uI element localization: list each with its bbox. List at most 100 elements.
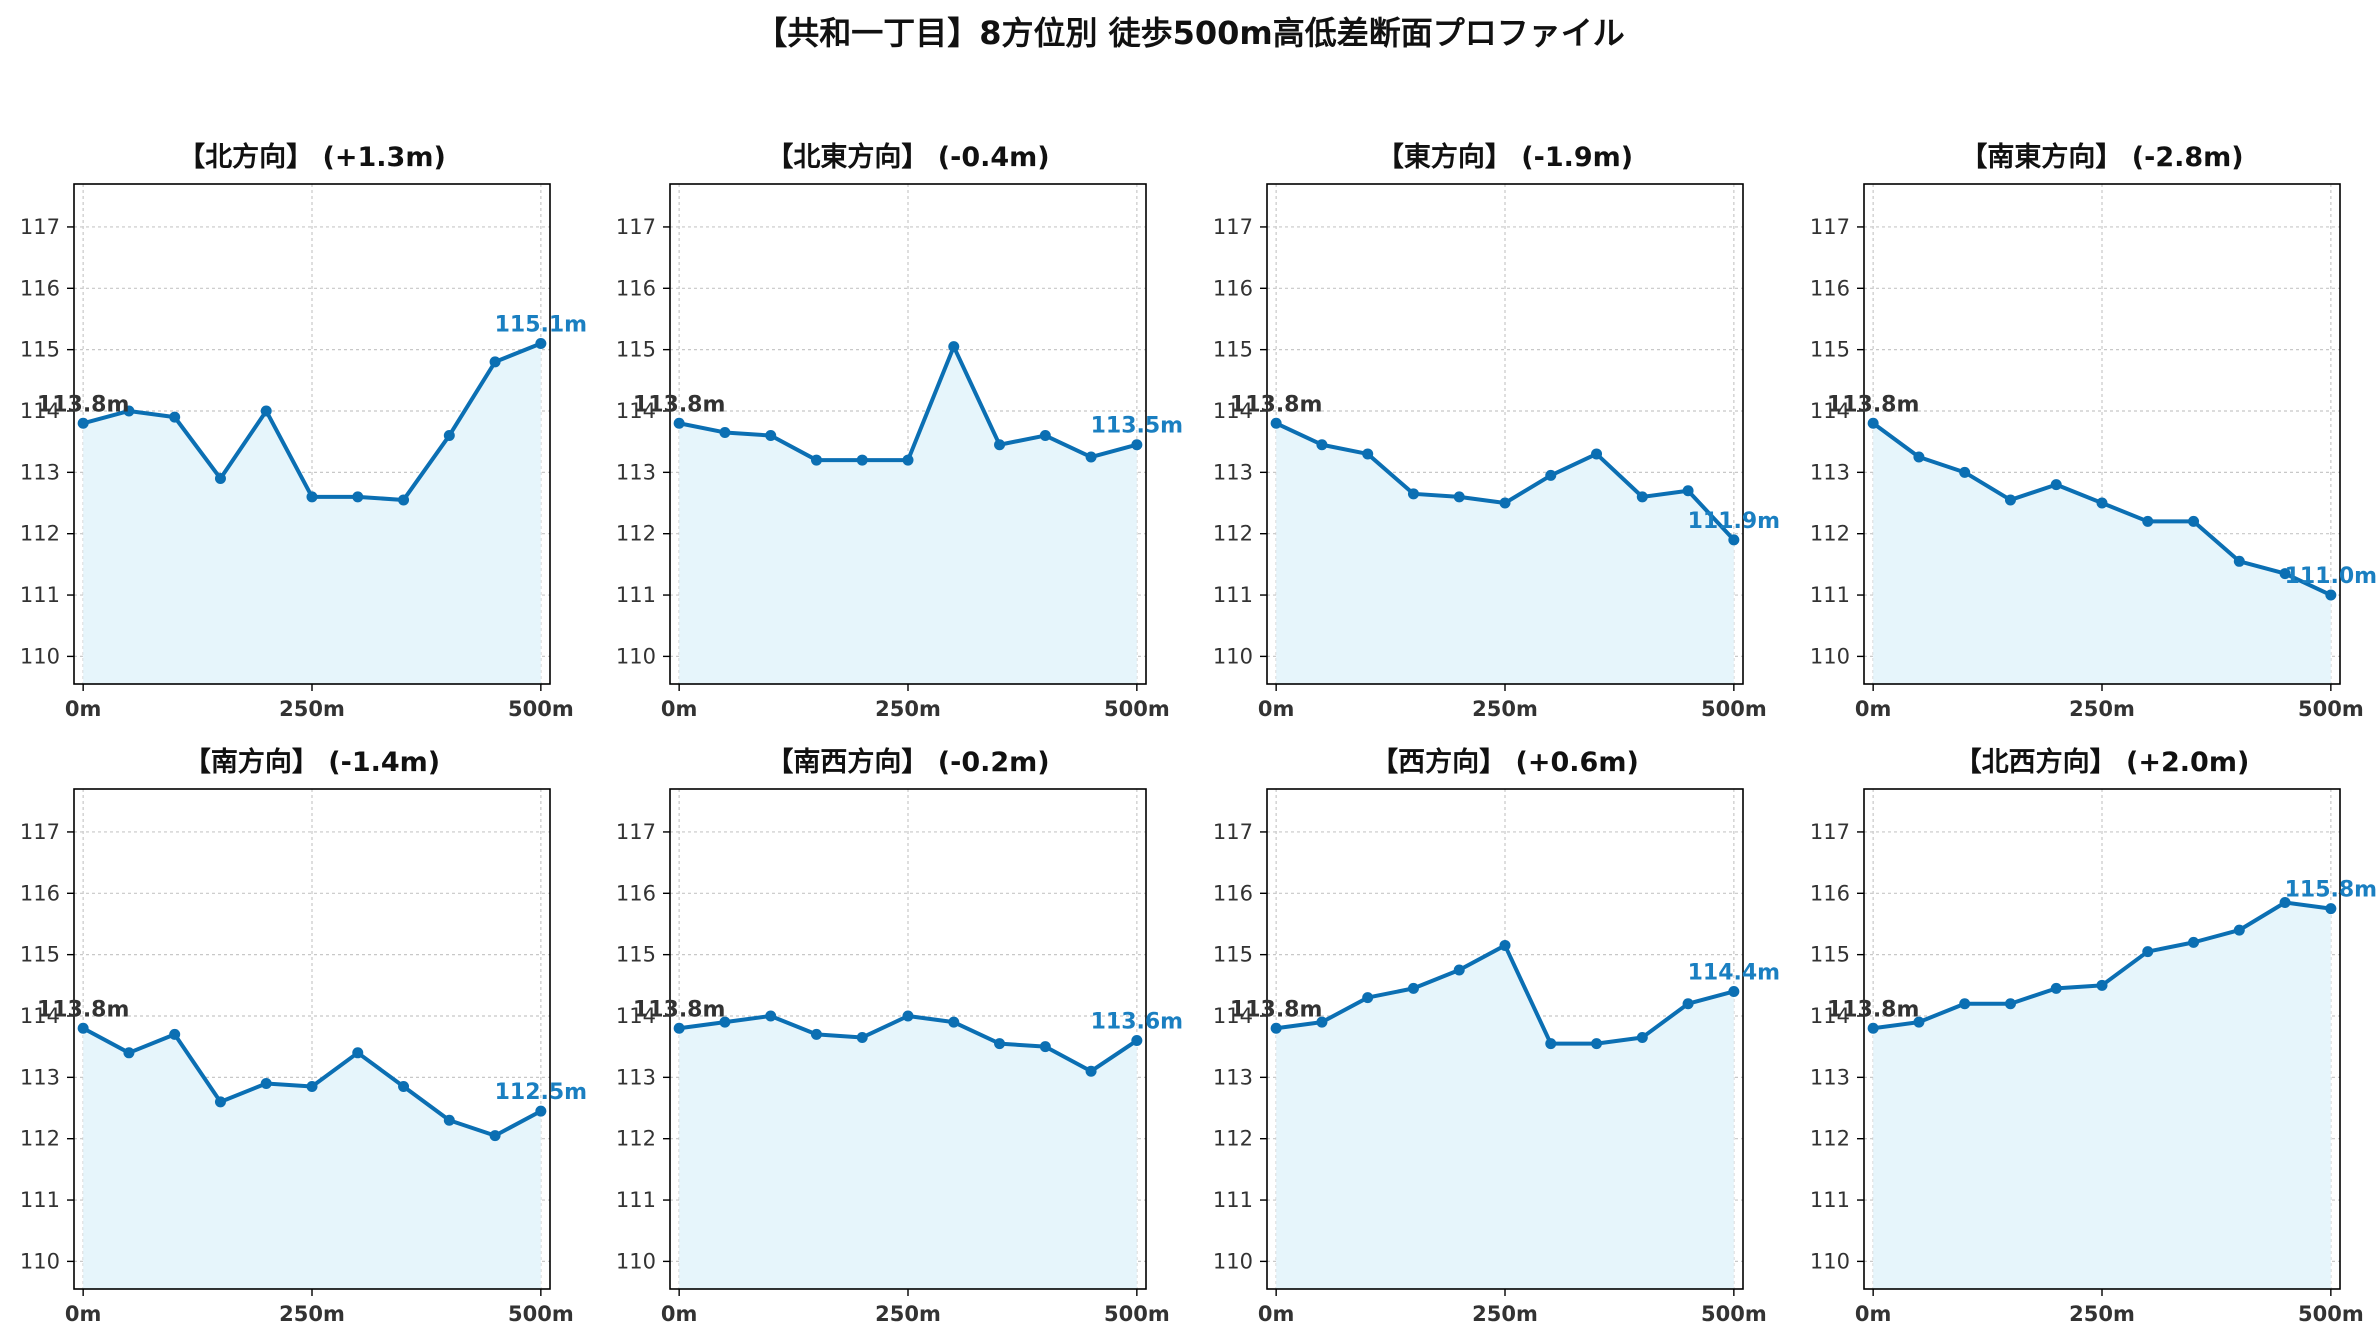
x-tick-label: 500m xyxy=(1701,697,1767,721)
y-tick-label: 114 xyxy=(616,1004,656,1028)
area-fill xyxy=(83,1028,541,1289)
y-tick-label: 112 xyxy=(1213,1127,1253,1151)
y-tick-label: 116 xyxy=(616,276,656,300)
data-point xyxy=(765,1010,777,1022)
y-tick-label: 110 xyxy=(1810,644,1850,668)
data-point xyxy=(1591,448,1603,460)
y-tick-label: 115 xyxy=(1810,943,1850,967)
data-point xyxy=(1085,1065,1097,1077)
y-tick-label: 116 xyxy=(1213,276,1253,300)
data-point xyxy=(535,1105,547,1117)
panel-7: 【北西方向】 (+2.0m) 110 111 112 113 114 115 116 117 0m… xyxy=(1810,746,2377,1326)
y-tick-label: 116 xyxy=(1810,276,1850,300)
y-tick-label: 116 xyxy=(1810,881,1850,905)
data-point xyxy=(260,405,272,417)
data-point xyxy=(1545,1038,1557,1050)
y-tick-label: 113 xyxy=(616,1065,656,1089)
end-elevation-label: 113.5m xyxy=(1091,414,1184,439)
x-tick-label: 500m xyxy=(2298,697,2364,721)
y-tick-label: 112 xyxy=(20,522,60,546)
y-tick-label: 117 xyxy=(1810,215,1850,239)
start-elevation-label: 113.8m xyxy=(633,392,726,417)
x-tick-label: 250m xyxy=(1472,697,1538,721)
start-elevation-label: 113.8m xyxy=(37,997,130,1022)
y-tick-label: 116 xyxy=(1213,881,1253,905)
y-tick-label: 114 xyxy=(20,1004,60,1028)
data-point xyxy=(2188,515,2200,527)
panel-title: 【南東方向】 (-2.8m) xyxy=(1960,141,2243,173)
data-point xyxy=(443,1114,455,1126)
data-point xyxy=(765,430,777,442)
y-tick-label: 113 xyxy=(1213,460,1253,484)
panel-6: 【西方向】 (+0.6m) 110 111 112 113 114 115 116 117 0m 2… xyxy=(1213,746,1780,1326)
data-point xyxy=(1270,1022,1282,1034)
end-elevation-label: 112.5m xyxy=(495,1080,588,1105)
y-tick-label: 114 xyxy=(616,399,656,423)
y-tick-label: 113 xyxy=(616,460,656,484)
data-point xyxy=(2279,568,2291,580)
x-tick-label: 250m xyxy=(875,697,941,721)
data-point xyxy=(1499,497,1511,509)
data-point xyxy=(443,430,455,442)
data-point xyxy=(1407,982,1419,994)
y-tick-label: 117 xyxy=(1213,215,1253,239)
y-tick-label: 117 xyxy=(1810,820,1850,844)
y-tick-label: 111 xyxy=(1213,1188,1253,1212)
data-point xyxy=(306,1081,318,1093)
y-tick-label: 117 xyxy=(20,820,60,844)
start-elevation-label: 113.8m xyxy=(37,392,130,417)
data-point xyxy=(1131,1035,1143,1047)
start-elevation-label: 113.8m xyxy=(1827,392,1920,417)
area-fill xyxy=(1276,945,1734,1289)
x-tick-label: 0m xyxy=(1258,697,1295,721)
y-tick-label: 110 xyxy=(20,1249,60,1273)
data-point xyxy=(1636,1031,1648,1043)
panel-title: 【東方向】 (-1.9m) xyxy=(1377,141,1633,173)
panels: 【北方向】 (+1.3m) 110 111 112 113 114 115 116 117 0m 2… xyxy=(20,141,2377,1326)
x-tick-label: 0m xyxy=(1258,1302,1295,1326)
y-tick-label: 113 xyxy=(1810,1065,1850,1089)
data-point xyxy=(1959,998,1971,1010)
data-point xyxy=(1316,439,1328,451)
y-tick-label: 117 xyxy=(616,215,656,239)
x-tick-label: 500m xyxy=(1104,697,1170,721)
y-tick-label: 110 xyxy=(1213,644,1253,668)
data-point xyxy=(1913,1016,1925,1028)
data-point xyxy=(214,1096,226,1108)
panel-5: 【南西方向】 (-0.2m) 110 111 112 113 114 115 116 117 0m… xyxy=(616,746,1183,1326)
data-point xyxy=(948,1016,960,1028)
panel-3: 【南東方向】 (-2.8m) 110 111 112 113 114 115 116 117 0m… xyxy=(1810,141,2377,721)
data-point xyxy=(77,1022,89,1034)
end-elevation-label: 115.1m xyxy=(495,313,588,338)
data-point xyxy=(77,417,89,429)
data-point xyxy=(1039,430,1051,442)
y-tick-label: 110 xyxy=(616,644,656,668)
y-tick-label: 114 xyxy=(20,399,60,423)
data-point xyxy=(1407,488,1419,500)
data-point xyxy=(2142,515,2154,527)
panel-title: 【北東方向】 (-0.4m) xyxy=(766,141,1049,173)
area-fill xyxy=(679,346,1137,684)
x-tick-label: 250m xyxy=(1472,1302,1538,1326)
y-tick-label: 116 xyxy=(20,881,60,905)
data-point xyxy=(352,491,364,503)
data-point xyxy=(994,1038,1006,1050)
data-point xyxy=(535,338,547,350)
data-point xyxy=(1728,985,1740,997)
data-point xyxy=(673,417,685,429)
area-fill xyxy=(1276,423,1734,684)
start-elevation-label: 113.8m xyxy=(633,997,726,1022)
panel-title: 【北西方向】 (+2.0m) xyxy=(1955,746,2250,778)
start-elevation-label: 113.8m xyxy=(1230,392,1323,417)
x-tick-label: 500m xyxy=(508,697,574,721)
x-tick-label: 0m xyxy=(65,697,102,721)
y-tick-label: 113 xyxy=(20,460,60,484)
x-tick-label: 0m xyxy=(661,1302,698,1326)
data-point xyxy=(1545,469,1557,481)
data-point xyxy=(1499,939,1511,951)
y-tick-label: 117 xyxy=(20,215,60,239)
data-point xyxy=(1453,964,1465,976)
y-tick-label: 110 xyxy=(1810,1249,1850,1273)
data-point xyxy=(1728,534,1740,546)
